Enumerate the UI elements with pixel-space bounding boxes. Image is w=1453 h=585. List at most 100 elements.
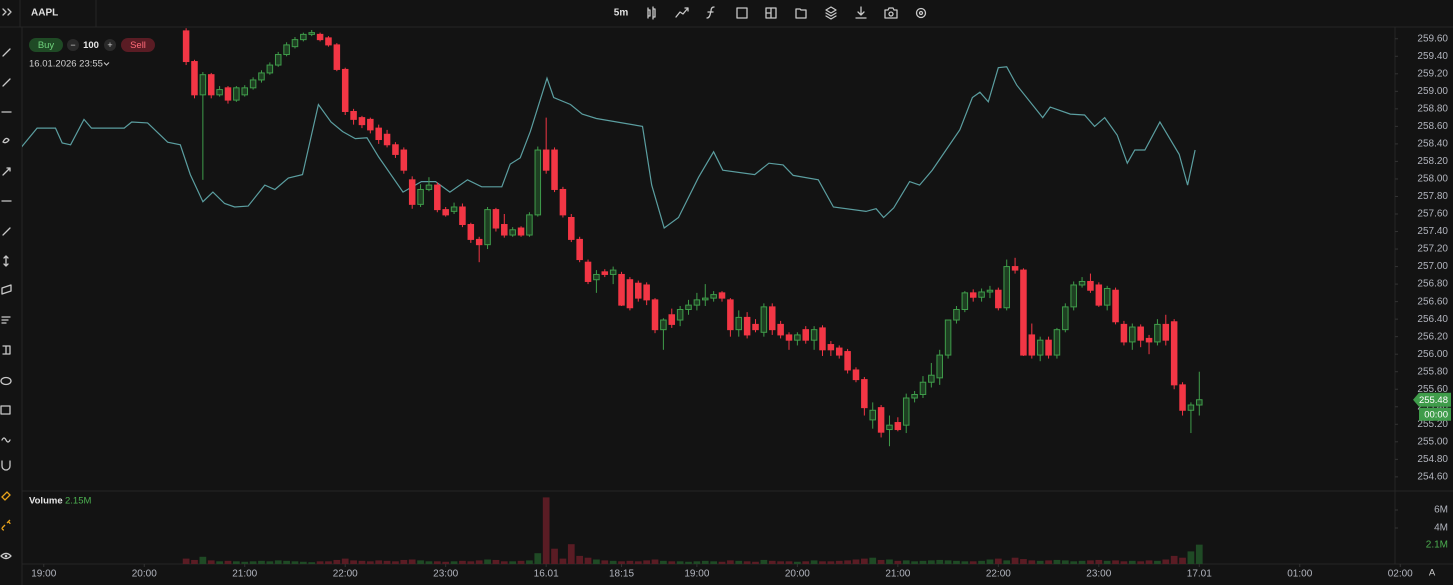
volume-bar	[601, 560, 609, 564]
volume-bar	[433, 561, 441, 564]
x-tick-label: 22:00	[986, 569, 1011, 580]
volume-bar	[249, 561, 257, 564]
x-tick-label: 19:00	[684, 569, 709, 580]
plus-button[interactable]	[104, 39, 116, 51]
extended-line-tool[interactable]	[2, 227, 11, 236]
candle-body	[358, 117, 366, 126]
settings-button[interactable]	[915, 7, 927, 19]
volume-bar	[718, 561, 726, 564]
plus-label: +	[107, 40, 112, 50]
candle-body	[1196, 399, 1203, 406]
minus-label: −	[70, 40, 75, 50]
candle-body	[1003, 266, 1010, 309]
volume-bar	[375, 560, 383, 564]
candle-body	[894, 422, 902, 431]
indicators-button[interactable]	[675, 7, 689, 18]
volume-bar	[969, 561, 977, 564]
y-tick-label: 258.20	[1417, 156, 1448, 167]
last-price-label: 255.48	[1419, 395, 1448, 406]
candle-body	[199, 74, 207, 96]
candle-body	[1170, 321, 1178, 386]
candle-body	[266, 64, 274, 74]
volume-title: Volume	[29, 496, 63, 507]
candle-body	[1162, 323, 1170, 341]
candle-body	[308, 32, 315, 35]
download-button[interactable]	[855, 6, 867, 19]
volume-bar	[961, 561, 969, 564]
volume-bar	[860, 558, 868, 564]
candle-body	[350, 110, 357, 120]
sell-button[interactable]	[121, 38, 155, 52]
ray-tool[interactable]	[2, 78, 11, 87]
candle-body	[593, 273, 600, 281]
candle-body	[1087, 280, 1094, 291]
candle-body	[341, 68, 349, 112]
image-button[interactable]	[736, 7, 748, 19]
volume-bar	[894, 560, 902, 564]
layers-button[interactable]	[825, 6, 837, 20]
x-tick-label: 23:00	[1086, 569, 1111, 580]
candle-body	[233, 87, 240, 101]
rectangle-tool[interactable]	[0, 405, 11, 415]
lock-tool[interactable]	[1, 491, 11, 501]
volume-bar	[308, 562, 316, 564]
sell-label: Sell	[130, 40, 146, 51]
candle-body	[877, 407, 885, 433]
volume-bar	[450, 561, 458, 564]
volume-bar	[517, 560, 525, 564]
symbol[interactable]: AAPL	[31, 8, 58, 19]
arrow-tool[interactable]	[2, 167, 11, 176]
functions-button[interactable]	[706, 6, 715, 19]
auto-scale-button[interactable]: A	[1429, 568, 1436, 579]
folder-button[interactable]	[795, 8, 807, 19]
interval[interactable]: 5m	[614, 8, 629, 19]
volume-bar	[927, 560, 935, 564]
volume-bar	[509, 561, 517, 564]
quantity[interactable]: 100	[83, 40, 99, 51]
y-tick-label: 255.80	[1417, 366, 1448, 377]
minus-button[interactable]	[67, 39, 79, 51]
candle-body	[1154, 323, 1161, 343]
chart-type-button[interactable]	[647, 6, 656, 20]
trend-line-tool[interactable]	[2, 48, 11, 57]
y-tick-label: 259.40	[1417, 51, 1448, 62]
brush-tool[interactable]	[1, 437, 11, 443]
volume-bar	[1003, 560, 1011, 564]
candle-body	[886, 424, 893, 431]
candle-body	[1137, 326, 1144, 341]
ellipse-tool[interactable]	[0, 376, 12, 386]
parallel-channel-tool[interactable]	[1, 284, 12, 295]
dropdown-arrow[interactable]	[103, 62, 110, 66]
candle-body	[551, 149, 558, 190]
link-tool[interactable]	[1, 519, 11, 531]
collapse-button[interactable]	[2, 8, 12, 16]
gann-tool[interactable]	[2, 345, 11, 355]
candle-body	[1120, 323, 1128, 343]
volume-bar	[425, 561, 433, 564]
volume-bar	[241, 561, 249, 564]
candle-body	[501, 224, 508, 236]
screenshot-button[interactable]	[884, 7, 898, 19]
y-tick-label: 255.60	[1417, 384, 1448, 395]
candle-body	[408, 179, 416, 205]
magnet-tool[interactable]	[1, 460, 11, 471]
volume-bar	[182, 558, 190, 564]
y-tick-label: 258.60	[1417, 121, 1448, 132]
axes: 259.60 259.40 259.20 259.00 258.80 258.60 258.…	[31, 33, 1451, 580]
y-tick-label: 255.40	[1417, 401, 1448, 412]
price-range-tool[interactable]	[3, 255, 9, 267]
countdown-label: 00:00	[1424, 409, 1448, 420]
visibility-tool[interactable]	[0, 552, 12, 560]
countdown-tag	[1419, 407, 1451, 421]
fib-tool[interactable]	[1, 316, 11, 324]
candle-body	[635, 282, 642, 299]
pitchfork-tool[interactable]	[2, 137, 10, 144]
layout-button[interactable]	[765, 7, 777, 19]
candle-body	[216, 89, 223, 96]
buy-button[interactable]	[29, 38, 63, 52]
candle-body	[1179, 384, 1186, 411]
candle-body	[459, 206, 466, 226]
volume-bar	[191, 559, 198, 564]
volume-bar	[500, 561, 508, 564]
volume-bar	[559, 558, 567, 564]
